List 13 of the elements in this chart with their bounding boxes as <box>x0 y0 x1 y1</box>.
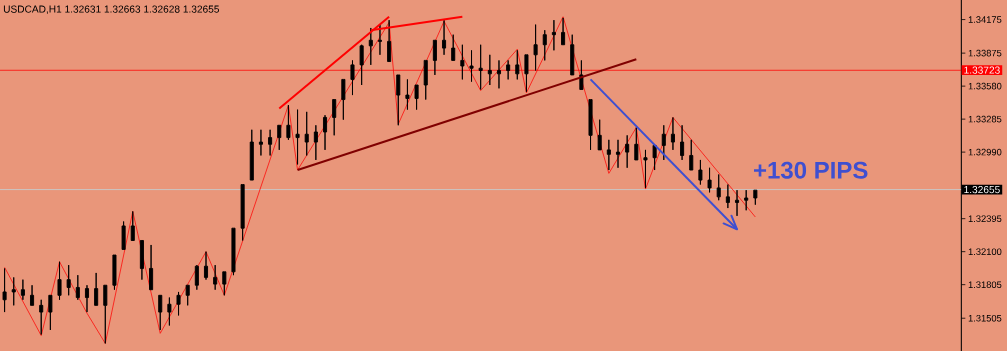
y-tick-label: 1.33580 <box>968 82 1002 90</box>
annotation: +130 PIPS <box>754 161 868 179</box>
y-tick-label: 1.31805 <box>968 281 1002 288</box>
y-tick-label: 1.33285 <box>968 115 1002 123</box>
ref-line-label: 1.33723 <box>964 66 1000 74</box>
y-tick-label: 1.32100 <box>968 248 1002 255</box>
chart-title: USDCAD,H1 1.32631 1.32663 1.32628 1.32655 <box>3 5 220 14</box>
y-tick-label: 1.32990 <box>968 148 1002 156</box>
y-tick-label: 1.34175 <box>968 16 1002 23</box>
ref-line-label: 1.32655 <box>964 185 1000 194</box>
y-tick-label: 1.32395 <box>968 215 1002 222</box>
y-tick-label: 1.33875 <box>968 49 1002 57</box>
y-tick-label: 1.31505 <box>968 314 1002 322</box>
